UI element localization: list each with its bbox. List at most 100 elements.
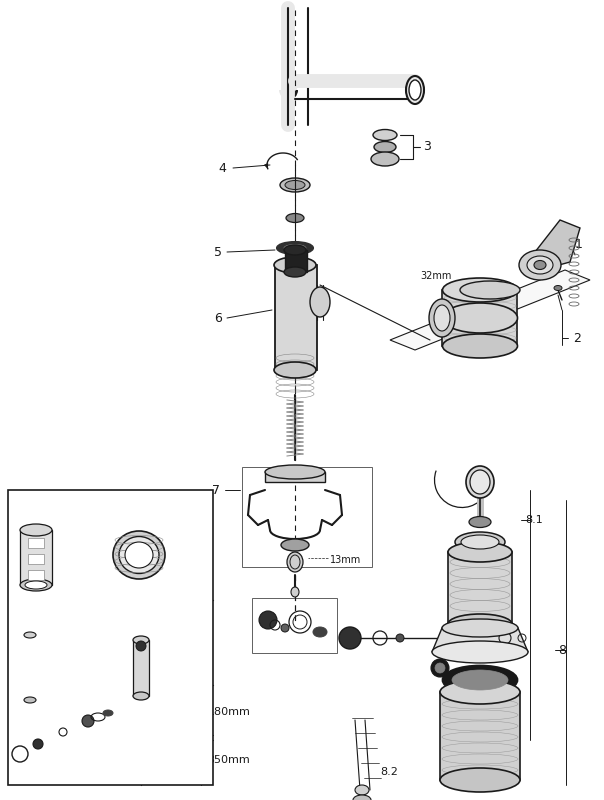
Text: 4: 4 xyxy=(218,162,226,174)
Ellipse shape xyxy=(24,697,36,703)
Ellipse shape xyxy=(443,334,518,358)
Ellipse shape xyxy=(265,465,325,479)
Ellipse shape xyxy=(470,470,490,494)
Polygon shape xyxy=(390,270,590,350)
Ellipse shape xyxy=(20,579,52,591)
Ellipse shape xyxy=(125,542,153,568)
Bar xyxy=(28,538,44,548)
Ellipse shape xyxy=(443,278,518,302)
Bar xyxy=(242,467,372,567)
Ellipse shape xyxy=(429,299,455,337)
Text: 8.1: 8.1 xyxy=(525,515,543,525)
Polygon shape xyxy=(535,220,580,268)
Text: 5: 5 xyxy=(214,246,222,258)
Bar xyxy=(20,530,52,585)
Bar xyxy=(442,290,517,346)
Text: 3: 3 xyxy=(423,141,431,154)
Ellipse shape xyxy=(281,539,309,551)
Bar xyxy=(440,692,520,780)
Ellipse shape xyxy=(434,305,450,331)
Ellipse shape xyxy=(461,535,499,549)
Text: 6: 6 xyxy=(214,311,222,325)
Ellipse shape xyxy=(277,242,313,254)
Text: 8: 8 xyxy=(558,643,566,657)
Circle shape xyxy=(82,715,94,727)
Text: 180mm: 180mm xyxy=(208,707,251,717)
Ellipse shape xyxy=(274,362,316,378)
Ellipse shape xyxy=(374,142,396,153)
Wedge shape xyxy=(279,81,297,99)
Ellipse shape xyxy=(527,256,553,274)
Ellipse shape xyxy=(442,619,518,637)
Polygon shape xyxy=(265,472,325,482)
Text: 11: 11 xyxy=(159,753,179,767)
Ellipse shape xyxy=(448,542,512,562)
Circle shape xyxy=(136,641,146,651)
Ellipse shape xyxy=(371,152,399,166)
Ellipse shape xyxy=(534,261,546,270)
Ellipse shape xyxy=(406,76,424,104)
Ellipse shape xyxy=(284,245,306,251)
Ellipse shape xyxy=(103,710,113,716)
Ellipse shape xyxy=(24,632,36,638)
Ellipse shape xyxy=(469,517,491,527)
Ellipse shape xyxy=(133,692,149,700)
Ellipse shape xyxy=(310,287,330,317)
Text: 32mm: 32mm xyxy=(420,271,451,281)
Ellipse shape xyxy=(409,80,421,100)
Ellipse shape xyxy=(284,267,306,277)
Text: 350mm: 350mm xyxy=(208,755,251,765)
Ellipse shape xyxy=(287,552,303,572)
Ellipse shape xyxy=(285,181,305,190)
Text: 9: 9 xyxy=(31,498,41,514)
Ellipse shape xyxy=(519,250,561,280)
Bar xyxy=(28,554,44,564)
Ellipse shape xyxy=(440,768,520,792)
Text: 2: 2 xyxy=(573,331,581,345)
Circle shape xyxy=(339,627,361,649)
Bar xyxy=(8,490,213,785)
Text: 8.2: 8.2 xyxy=(380,767,398,777)
Circle shape xyxy=(33,739,43,749)
Ellipse shape xyxy=(452,670,508,690)
Ellipse shape xyxy=(373,130,397,141)
Bar xyxy=(448,552,512,624)
Bar xyxy=(133,640,149,696)
Circle shape xyxy=(259,611,277,629)
Ellipse shape xyxy=(119,537,159,574)
Text: 32mm: 32mm xyxy=(120,500,152,510)
Circle shape xyxy=(396,634,404,642)
Ellipse shape xyxy=(25,581,47,589)
Ellipse shape xyxy=(466,466,494,498)
Ellipse shape xyxy=(113,531,165,579)
Ellipse shape xyxy=(440,680,520,704)
Ellipse shape xyxy=(554,286,562,290)
Ellipse shape xyxy=(432,641,528,663)
Ellipse shape xyxy=(448,614,512,634)
Ellipse shape xyxy=(313,627,327,637)
Ellipse shape xyxy=(280,178,310,192)
Text: 8.2: 8.2 xyxy=(160,707,178,717)
Circle shape xyxy=(431,659,449,677)
Ellipse shape xyxy=(20,524,52,536)
Ellipse shape xyxy=(274,257,316,273)
Bar xyxy=(252,598,337,653)
Ellipse shape xyxy=(291,587,299,597)
Bar xyxy=(28,570,44,580)
Text: 13mm: 13mm xyxy=(120,609,152,619)
Ellipse shape xyxy=(443,666,517,694)
Text: 13mm: 13mm xyxy=(330,555,361,565)
Bar xyxy=(285,250,307,272)
Ellipse shape xyxy=(284,245,306,255)
Ellipse shape xyxy=(460,281,520,299)
Ellipse shape xyxy=(455,532,505,552)
Circle shape xyxy=(435,663,445,673)
Text: 1: 1 xyxy=(575,238,583,251)
Ellipse shape xyxy=(355,785,369,795)
Text: 7: 7 xyxy=(212,483,220,497)
Ellipse shape xyxy=(286,214,304,222)
Ellipse shape xyxy=(443,303,518,333)
Ellipse shape xyxy=(353,795,371,800)
Polygon shape xyxy=(432,628,528,652)
Text: 10: 10 xyxy=(27,607,46,622)
